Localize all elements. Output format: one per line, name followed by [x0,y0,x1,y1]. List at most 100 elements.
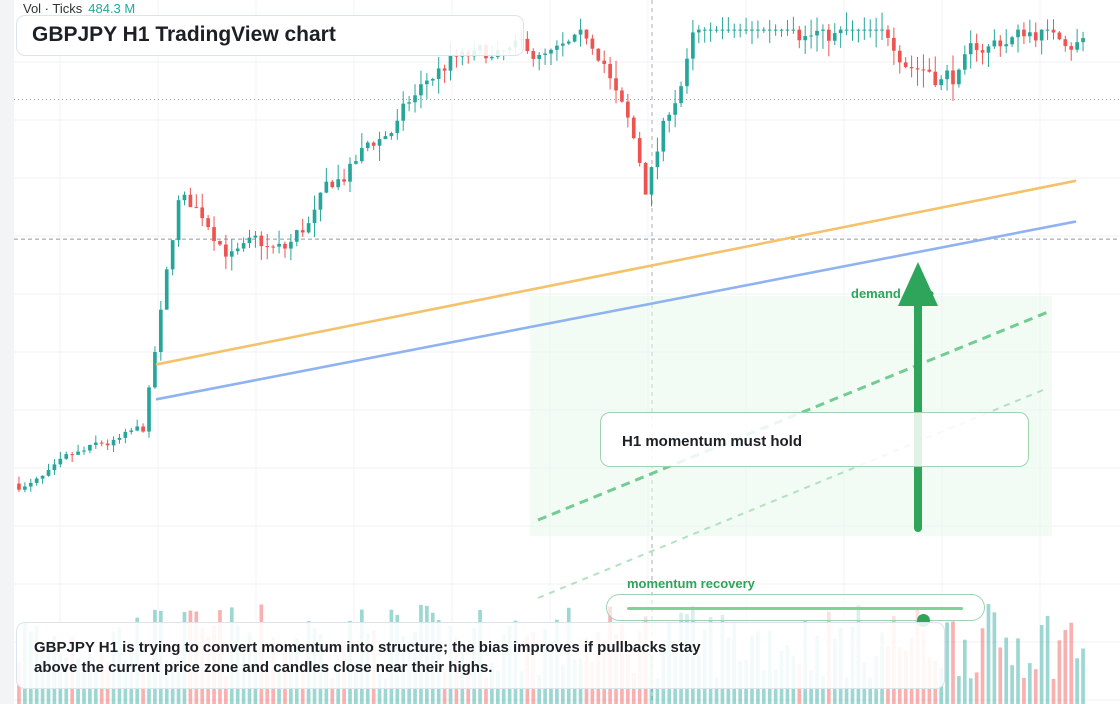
candle-body [868,29,873,31]
candle-body [419,84,423,96]
candle-body [773,29,778,31]
candle-body [401,103,406,121]
candle-body [70,454,74,456]
volume-bar [1063,629,1068,704]
candle-body [555,45,559,50]
candle-body [945,70,949,80]
demand-zone-label: demand zone [851,286,935,301]
candle-body [259,235,264,247]
candle-body [584,29,589,39]
volume-bar [1069,622,1074,704]
candle-body [34,478,39,483]
candle-body [212,227,216,242]
candle-body [413,95,417,103]
candle-body [827,29,831,41]
candle-body [153,352,157,388]
candle-body [93,442,98,445]
candle-body [224,244,228,257]
candle-body [129,430,134,432]
candle-body [82,450,86,452]
candle-body [750,29,754,31]
candle-body [596,48,601,61]
candle-body [88,444,92,451]
candle-body [105,443,110,446]
candle-body [1045,29,1050,31]
candle-body [933,71,938,86]
candle-body [371,142,376,146]
candle-body [289,241,293,249]
candle-body [1069,46,1074,50]
candle-body [1075,42,1079,50]
candle-body [543,53,547,55]
candle-body [99,442,104,444]
candle-body [354,161,358,164]
volume-bar [1075,658,1079,704]
candle-body [549,49,553,54]
candle-body [194,207,199,209]
candle-body [265,246,270,248]
candle-body [927,69,932,72]
candle-body [1063,39,1068,47]
candle-body [590,38,595,49]
candle-body [170,240,175,270]
candle-body [744,29,748,31]
candle-body [159,309,163,353]
chart-title: GBPJPY H1 TradingView chart [16,15,524,56]
candle-body [614,78,618,91]
candle-body [880,29,884,31]
candle-body [40,475,45,479]
volume-indicator-value: 484.3 M [88,1,136,16]
candle-body [176,200,181,241]
candles [17,12,1085,493]
momentum-slider[interactable] [606,594,985,627]
candle-body [809,35,813,37]
candle-body [17,483,21,490]
candle-body [998,40,1003,47]
volume-bar [821,676,825,704]
candle-body [903,62,908,68]
candle-body [832,33,837,41]
trendline-orange [155,179,1077,366]
volume-bar [484,677,488,704]
candle-body [957,69,961,85]
left-scale-strip [0,0,14,704]
volume-bar [945,622,949,704]
volume-bar [1081,648,1085,704]
candle-body [1081,38,1085,43]
target-arrow-head [898,262,938,306]
candle-body [608,63,612,79]
candle-body [58,458,63,465]
candle-body [862,29,867,31]
volume-bar [714,677,719,704]
candle-body [578,29,583,35]
candle-body [147,387,151,432]
candle-body [939,79,943,86]
candle-body [229,251,234,257]
candle-body [283,243,287,249]
candle-body [620,90,624,102]
candle-body [247,237,252,244]
candle-body [850,29,855,31]
volume-bar [957,676,961,704]
candle-body [383,136,388,140]
candle-body [537,54,542,59]
volume-bar [992,612,997,704]
candle-body [448,54,453,71]
candle-body [206,218,210,228]
candle-body [791,29,796,31]
candle-body [76,451,80,455]
candle-body [117,437,122,440]
candle-body [52,464,57,471]
candle-body [673,103,677,115]
candle-body [803,36,808,41]
candle-body [992,40,997,47]
candle-body [708,29,713,31]
candle-body [962,54,967,70]
candle-body [667,114,672,121]
candle-body [572,34,577,42]
momentum-slider-track[interactable] [627,607,963,627]
candle-body [974,43,979,51]
candle-body [797,29,802,41]
candle-body [738,29,743,31]
candle-body [566,41,571,44]
